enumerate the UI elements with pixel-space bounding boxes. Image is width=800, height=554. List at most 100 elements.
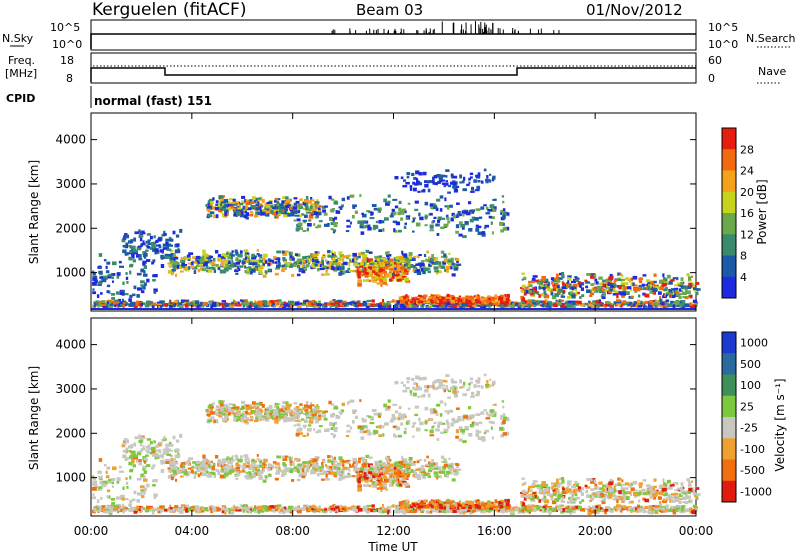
power-cell <box>459 306 463 310</box>
power-cell <box>502 200 505 204</box>
velocity-cell <box>533 509 537 513</box>
power-cell <box>424 214 428 217</box>
velocity-cell <box>456 464 459 468</box>
velocity-cell <box>223 472 229 477</box>
power-cell <box>355 256 359 261</box>
power-cell <box>622 300 627 304</box>
power-cell <box>542 300 546 304</box>
power-cell <box>526 300 531 304</box>
velocity-cell <box>345 475 351 479</box>
velocity-cell <box>635 507 638 512</box>
power-cell <box>129 270 132 275</box>
power-cell <box>155 244 160 247</box>
power-cell <box>680 302 685 307</box>
velocity-cell <box>234 469 237 473</box>
power-cell <box>433 205 438 208</box>
power-cell <box>656 284 659 288</box>
velocity-cell <box>209 507 212 511</box>
power-cell <box>621 294 625 298</box>
power-cell <box>391 275 395 279</box>
velocity-cell <box>526 509 531 513</box>
power-cell <box>652 302 655 306</box>
power-cell <box>402 275 407 279</box>
power-cell <box>399 259 405 263</box>
power-cell <box>448 294 454 297</box>
power-cell <box>536 291 540 295</box>
power-cell <box>378 261 382 264</box>
power-cell <box>336 261 341 265</box>
velocity-cell <box>647 511 653 515</box>
power-cell <box>244 270 250 273</box>
power-cell <box>176 243 180 247</box>
velocity-cell <box>487 509 493 512</box>
power-cell <box>260 205 264 208</box>
velocity-cell <box>636 507 641 510</box>
power-cell <box>382 270 388 274</box>
power-cell <box>146 278 150 283</box>
velocity-cell <box>236 506 240 510</box>
velocity-cell <box>312 510 317 513</box>
power-cell <box>253 199 257 204</box>
power-cell <box>258 269 263 273</box>
power-cell <box>412 217 417 220</box>
velocity-cell <box>224 508 229 513</box>
power-cell <box>276 204 280 207</box>
velocity-cell <box>436 510 439 513</box>
power-cell <box>506 212 510 216</box>
power-cell <box>244 199 247 203</box>
power-cell <box>383 266 388 270</box>
velocity-cell <box>572 509 576 514</box>
power-cell <box>693 299 698 303</box>
power-cell <box>595 300 599 304</box>
power-cell <box>665 304 669 307</box>
velocity-cell <box>445 506 450 511</box>
power-cell <box>621 274 624 278</box>
power-cell <box>365 249 370 254</box>
power-cell <box>523 305 528 308</box>
velocity-cell <box>436 476 439 480</box>
power-cell <box>614 279 618 282</box>
velocity-cell <box>108 510 113 514</box>
power-cell <box>413 176 417 180</box>
power-cell <box>416 300 419 304</box>
power-cell <box>108 273 112 277</box>
power-cell <box>672 277 677 280</box>
power-cell <box>608 282 611 286</box>
power-cell <box>288 264 294 268</box>
power-cell <box>205 265 209 269</box>
power-cell <box>346 255 349 260</box>
velocity-cell <box>665 504 670 507</box>
velocity-cell <box>243 454 249 458</box>
velocity-cell <box>427 461 431 465</box>
velocity-cell <box>390 477 396 481</box>
power-cell <box>283 208 289 212</box>
velocity-cell <box>393 509 398 514</box>
velocity-cell <box>465 506 470 511</box>
power-cell <box>310 213 314 216</box>
power-cell <box>592 301 597 305</box>
velocity-cell <box>472 503 475 508</box>
power-cell <box>323 223 329 227</box>
power-cell <box>577 301 582 305</box>
power-cell <box>477 179 481 183</box>
velocity-cell <box>428 503 432 507</box>
power-cell <box>682 291 687 296</box>
power-cell <box>411 303 414 307</box>
power-cell <box>201 267 207 272</box>
power-cell <box>162 302 166 305</box>
power-cell <box>456 185 460 189</box>
power-cell <box>566 295 572 299</box>
velocity-cell <box>178 509 184 514</box>
power-cell <box>521 272 525 275</box>
velocity-cell <box>481 503 487 506</box>
velocity-cell <box>465 505 469 508</box>
velocity-cell <box>358 508 363 512</box>
power-cell <box>423 253 427 258</box>
power-cell <box>274 257 280 260</box>
power-cell <box>394 205 399 209</box>
velocity-cell <box>456 503 460 508</box>
power-cell <box>453 188 459 193</box>
power-cell <box>207 202 211 205</box>
power-cell <box>376 258 380 262</box>
power-cell <box>440 174 444 178</box>
